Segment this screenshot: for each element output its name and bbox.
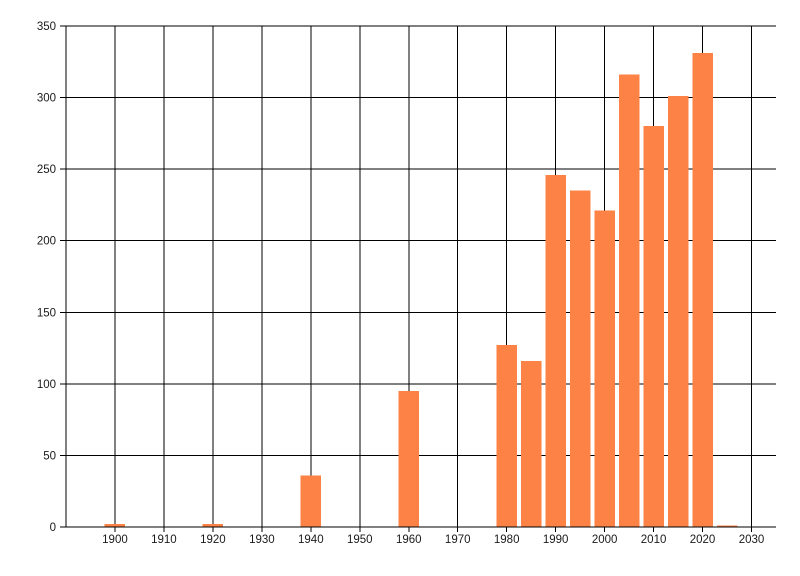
x-tick-label: 1900 (102, 534, 128, 546)
bar (545, 174, 566, 527)
bar (643, 126, 664, 527)
bar (692, 53, 713, 527)
x-tick-label: 1930 (249, 534, 275, 546)
x-tick-label: 1970 (445, 534, 471, 546)
x-tick-label: 1940 (298, 534, 324, 546)
x-tick-label: 2000 (592, 534, 618, 546)
x-tick-label: 1950 (347, 534, 373, 546)
x-tick-label: 1960 (396, 534, 422, 546)
bar (202, 524, 224, 527)
y-tick-label: 200 (37, 236, 56, 248)
bar (667, 96, 689, 527)
x-tick-label: 1990 (543, 534, 569, 546)
bar (496, 345, 517, 527)
y-tick-label: 100 (37, 379, 56, 391)
y-tick-label: 50 (43, 450, 56, 462)
x-tick-label: 2010 (641, 534, 667, 546)
bar (618, 74, 640, 527)
bar (520, 360, 542, 527)
x-tick-label: 2030 (739, 534, 765, 546)
y-tick-label: 0 (50, 522, 56, 534)
x-tick-label: 2020 (690, 534, 716, 546)
bar (594, 210, 615, 527)
y-tick-label: 350 (37, 21, 56, 33)
bar (104, 524, 126, 527)
y-tick-label: 300 (37, 93, 56, 105)
bar (300, 475, 322, 527)
x-tick-label: 1920 (200, 534, 226, 546)
bar (569, 190, 591, 527)
y-tick-label: 150 (37, 307, 56, 319)
bar (398, 391, 420, 527)
x-tick-label: 1910 (151, 534, 177, 546)
y-tick-label: 250 (37, 164, 56, 176)
bar (716, 525, 738, 527)
x-tick-label: 1980 (494, 534, 520, 546)
